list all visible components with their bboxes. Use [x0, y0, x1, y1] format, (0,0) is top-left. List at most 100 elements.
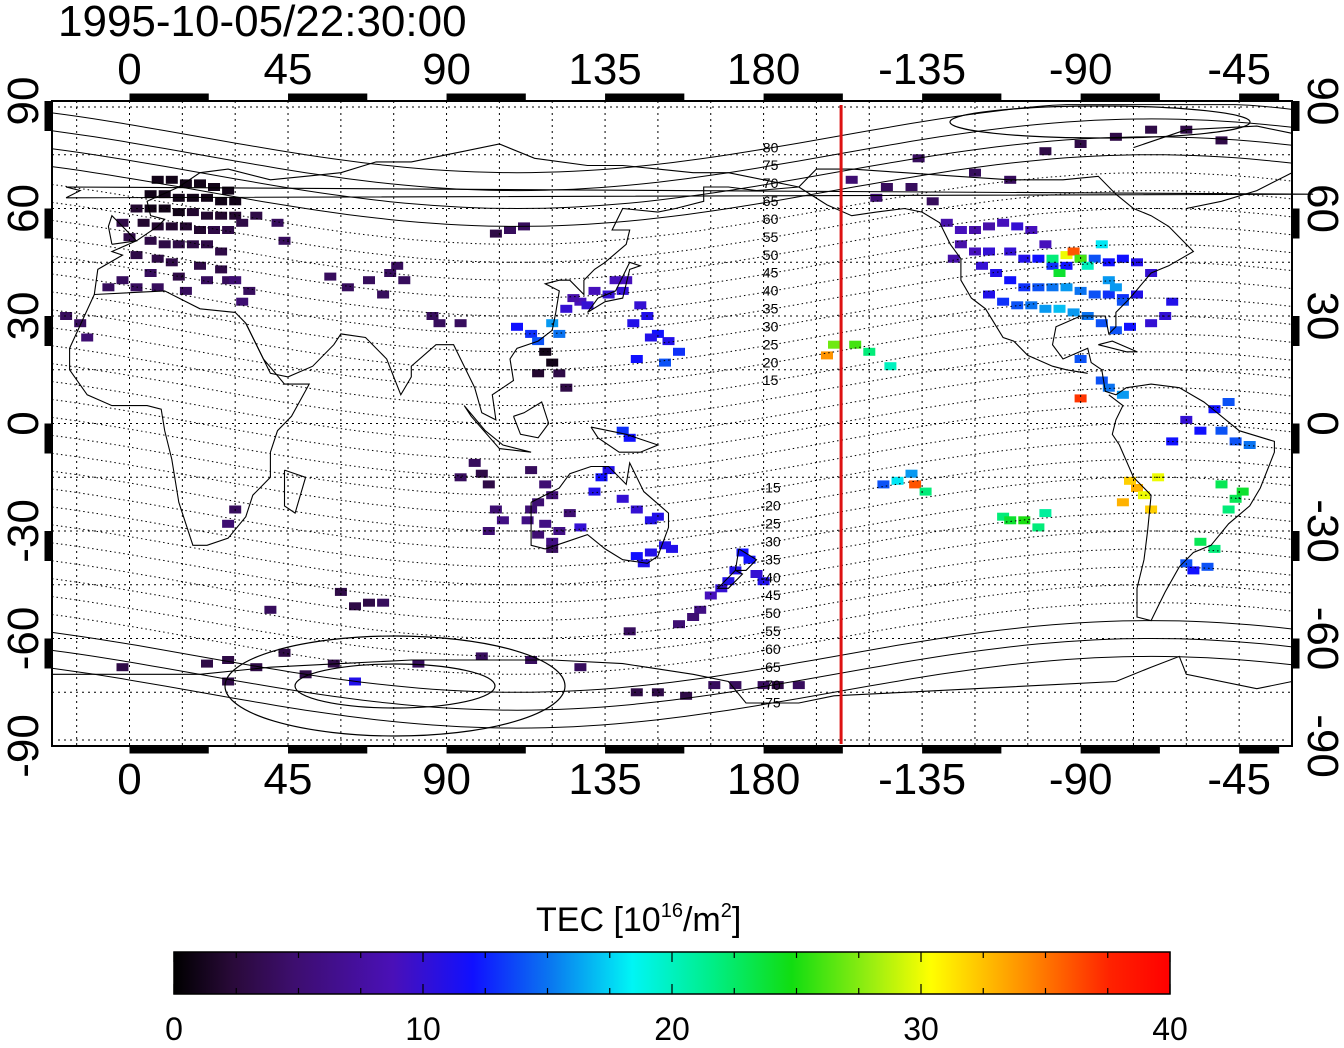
tec-cell — [947, 254, 960, 263]
tec-cell — [250, 211, 263, 220]
magnetic-latitude-label: 80 — [763, 139, 779, 155]
magnetic-latitude-contour — [51, 637, 1293, 711]
tec-cell — [215, 247, 228, 256]
tec-cell — [144, 190, 157, 199]
coastline — [107, 214, 138, 245]
tec-cell — [602, 290, 615, 299]
tec-cell — [1025, 301, 1038, 310]
tec-cell — [539, 347, 552, 356]
tec-cell — [60, 312, 73, 320]
tec-cell — [454, 319, 467, 328]
tec-cell — [349, 602, 361, 611]
tec-cell — [644, 333, 657, 342]
tec-cell — [708, 681, 721, 690]
tec-cell — [144, 204, 157, 213]
tec-cell — [1145, 125, 1158, 134]
tec-cell — [1053, 269, 1066, 277]
tec-cell — [243, 286, 256, 295]
tec-cell — [1159, 312, 1172, 320]
tec-cell — [694, 605, 707, 614]
magnetic-latitude-contour — [51, 118, 1293, 192]
tec-cell — [905, 469, 918, 478]
tec-cell — [1102, 383, 1115, 392]
tec-cell — [588, 487, 601, 496]
tec-cell — [574, 523, 587, 532]
tec-cell — [828, 340, 840, 349]
tec-cell — [884, 362, 897, 371]
tec-cell — [666, 544, 678, 553]
tec-cell — [644, 548, 657, 557]
tec-cell — [1032, 283, 1045, 292]
tec-cell — [130, 251, 143, 260]
tec-cell — [644, 516, 657, 525]
tec-cell — [1067, 308, 1080, 317]
tec-cell — [729, 681, 742, 690]
tec-cell — [468, 458, 481, 467]
magnetic-latitude-contour — [51, 620, 1293, 693]
tec-cell — [880, 183, 893, 191]
tec-cell — [1088, 290, 1101, 299]
x-bottom-tick-label: 135 — [568, 755, 641, 804]
tec-cell — [539, 519, 552, 528]
north-pole-contour — [949, 105, 1251, 139]
tec-cell — [630, 505, 643, 514]
tec-cell — [363, 598, 375, 607]
tec-cell — [1102, 276, 1115, 285]
tec-cell — [532, 530, 545, 539]
tec-cell — [1109, 132, 1122, 141]
x-bottom-tick-label: 90 — [422, 755, 471, 804]
tec-cell — [567, 294, 580, 303]
tec-cell — [1102, 290, 1115, 299]
tec-cell — [1095, 319, 1108, 328]
tec-cell — [236, 297, 249, 306]
tec-cell — [158, 240, 171, 249]
tec-cell — [1145, 505, 1158, 514]
tec-cell — [1194, 537, 1207, 546]
tec-cell — [475, 469, 488, 478]
tec-cell — [680, 691, 693, 700]
tec-cell — [377, 598, 390, 607]
coastline — [65, 186, 1314, 199]
tec-cell — [1039, 147, 1052, 156]
x-top-tick-label: -45 — [1207, 45, 1271, 94]
tec-cell — [651, 329, 664, 338]
x-top-tick-label: -135 — [878, 45, 966, 94]
magnetic-latitude-label: -30 — [760, 534, 780, 550]
tec-cell — [997, 218, 1010, 227]
tec-cell — [222, 519, 235, 528]
tec-cell — [215, 211, 228, 220]
tec-cell — [172, 240, 185, 249]
tec-cell — [1004, 276, 1017, 285]
tec-cell — [165, 175, 178, 184]
tec-cell — [574, 663, 587, 672]
tec-cell — [278, 236, 291, 245]
tec-cell — [1187, 566, 1200, 575]
tec-cell — [144, 236, 157, 245]
tec-cell — [81, 333, 94, 342]
y-left-tick-label: 60 — [0, 184, 48, 233]
y-left-tick-label: 30 — [0, 292, 48, 341]
tec-cell — [1208, 405, 1221, 414]
tec-cell — [186, 240, 199, 249]
tec-cell — [687, 613, 700, 621]
tec-cell — [525, 329, 538, 338]
y-right-tick-label: 90 — [1298, 77, 1344, 126]
magnetic-latitude-label: 55 — [763, 229, 779, 245]
tec-cell — [194, 261, 206, 270]
tec-cell — [179, 286, 192, 295]
tec-cell — [620, 276, 633, 285]
tec-cell — [1243, 441, 1256, 449]
y-right-tick-label: 60 — [1298, 184, 1344, 233]
tec-cell — [969, 168, 981, 177]
tec-cell — [627, 319, 640, 328]
tec-cell — [151, 175, 164, 184]
x-axis-bottom: 0 45 90 135 180 -135 -90 -45 — [117, 746, 1280, 804]
colorbar: TEC [1016/m2] 0 10 20 30 40 — [165, 900, 1188, 1047]
tec-cell — [102, 283, 115, 292]
tec-cell — [172, 208, 185, 217]
tec-cell — [997, 512, 1010, 521]
tec-cell — [1039, 509, 1052, 518]
tec-cell — [574, 297, 587, 306]
